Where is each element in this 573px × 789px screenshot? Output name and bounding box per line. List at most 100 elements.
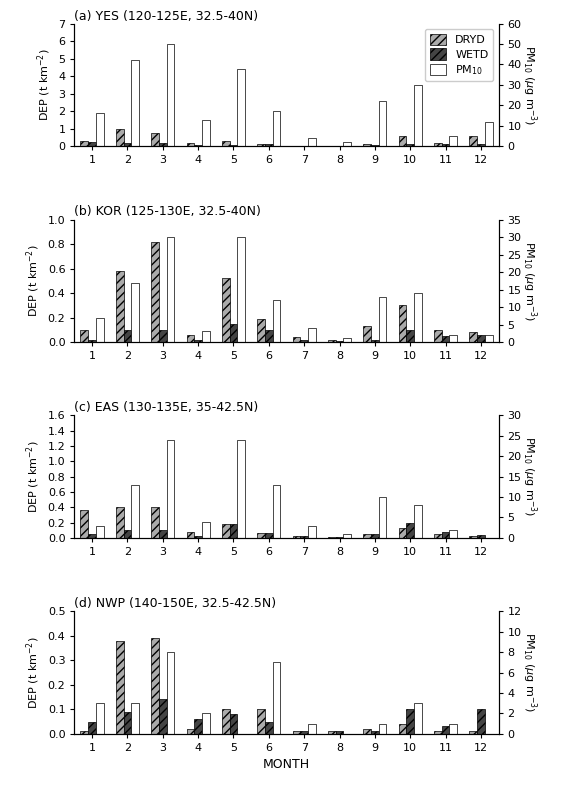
Bar bbox=[124, 530, 131, 538]
Bar bbox=[434, 731, 442, 734]
Bar bbox=[124, 712, 131, 734]
Bar bbox=[167, 237, 175, 342]
Bar bbox=[469, 731, 477, 734]
Bar bbox=[237, 69, 245, 146]
Bar bbox=[363, 326, 371, 342]
Bar bbox=[477, 144, 485, 146]
Y-axis label: PM$_{10}$ ($\mu$g m$^{-3}$): PM$_{10}$ ($\mu$g m$^{-3}$) bbox=[520, 436, 538, 517]
Bar bbox=[116, 507, 124, 538]
Bar bbox=[379, 101, 387, 146]
Bar bbox=[449, 335, 457, 342]
Bar bbox=[186, 532, 194, 538]
Bar bbox=[194, 536, 202, 538]
Bar bbox=[80, 510, 88, 538]
Bar bbox=[202, 713, 210, 734]
Bar bbox=[469, 536, 477, 538]
Text: (c) EAS (130-135E, 35-42.5N): (c) EAS (130-135E, 35-42.5N) bbox=[74, 402, 259, 414]
Bar bbox=[151, 507, 159, 538]
Bar bbox=[222, 709, 230, 734]
Bar bbox=[414, 85, 422, 146]
Bar bbox=[300, 537, 308, 538]
Bar bbox=[485, 335, 493, 342]
Bar bbox=[151, 133, 159, 146]
Bar bbox=[434, 534, 442, 538]
Bar bbox=[124, 330, 131, 342]
Bar bbox=[194, 719, 202, 734]
Text: (a) YES (120-125E, 32.5-40N): (a) YES (120-125E, 32.5-40N) bbox=[74, 9, 258, 23]
Bar bbox=[80, 141, 88, 146]
Y-axis label: DEP (t km$^{-2}$): DEP (t km$^{-2}$) bbox=[35, 49, 53, 122]
Bar bbox=[265, 533, 273, 538]
Bar bbox=[222, 141, 230, 146]
Bar bbox=[237, 237, 245, 342]
Bar bbox=[265, 330, 273, 342]
Bar bbox=[131, 282, 139, 342]
Bar bbox=[159, 700, 167, 734]
Bar bbox=[273, 111, 281, 146]
Bar bbox=[230, 323, 237, 342]
Bar bbox=[363, 144, 371, 146]
Bar bbox=[398, 305, 406, 342]
Y-axis label: DEP (t km$^{-2}$): DEP (t km$^{-2}$) bbox=[25, 636, 42, 709]
Bar bbox=[167, 44, 175, 146]
Bar bbox=[398, 724, 406, 734]
Y-axis label: DEP (t km$^{-2}$): DEP (t km$^{-2}$) bbox=[25, 440, 42, 513]
Bar bbox=[80, 330, 88, 342]
Bar bbox=[406, 709, 414, 734]
Bar bbox=[116, 641, 124, 734]
Bar bbox=[449, 529, 457, 538]
Bar bbox=[292, 536, 300, 538]
Y-axis label: PM$_{10}$ ($\mu$g m$^{-3}$): PM$_{10}$ ($\mu$g m$^{-3}$) bbox=[520, 45, 538, 125]
Bar bbox=[300, 339, 308, 342]
Bar bbox=[328, 339, 336, 342]
Bar bbox=[449, 136, 457, 146]
Bar bbox=[88, 339, 96, 342]
Y-axis label: PM$_{10}$ ($\mu$g m$^{-3}$): PM$_{10}$ ($\mu$g m$^{-3}$) bbox=[520, 633, 538, 712]
Text: (b) KOR (125-130E, 32.5-40N): (b) KOR (125-130E, 32.5-40N) bbox=[74, 205, 261, 219]
Bar bbox=[469, 332, 477, 342]
Bar bbox=[328, 731, 336, 734]
Bar bbox=[371, 145, 379, 146]
Bar bbox=[485, 122, 493, 146]
Bar bbox=[151, 638, 159, 734]
Bar bbox=[116, 129, 124, 146]
Bar bbox=[414, 505, 422, 538]
Bar bbox=[167, 440, 175, 538]
Bar bbox=[194, 145, 202, 146]
Bar bbox=[343, 338, 351, 342]
Bar bbox=[151, 241, 159, 342]
Bar bbox=[88, 142, 96, 146]
Bar bbox=[398, 136, 406, 146]
Bar bbox=[96, 703, 104, 734]
Bar bbox=[96, 525, 104, 538]
Bar bbox=[273, 484, 281, 538]
Bar bbox=[371, 731, 379, 734]
Bar bbox=[371, 534, 379, 538]
Bar bbox=[308, 138, 316, 146]
Bar bbox=[406, 330, 414, 342]
Bar bbox=[477, 335, 485, 342]
Bar bbox=[442, 532, 449, 538]
Bar bbox=[230, 714, 237, 734]
Bar bbox=[308, 328, 316, 342]
Bar bbox=[434, 330, 442, 342]
Bar bbox=[343, 142, 351, 146]
Bar bbox=[230, 524, 237, 538]
Bar bbox=[159, 530, 167, 538]
Bar bbox=[131, 484, 139, 538]
Bar bbox=[414, 293, 422, 342]
Bar bbox=[308, 724, 316, 734]
Bar bbox=[186, 335, 194, 342]
Bar bbox=[363, 729, 371, 734]
Bar bbox=[449, 724, 457, 734]
Bar bbox=[477, 535, 485, 538]
Bar bbox=[159, 143, 167, 146]
Bar bbox=[406, 144, 414, 146]
Bar bbox=[414, 703, 422, 734]
Bar bbox=[273, 662, 281, 734]
Bar bbox=[434, 143, 442, 146]
Bar bbox=[167, 653, 175, 734]
Bar bbox=[477, 709, 485, 734]
X-axis label: MONTH: MONTH bbox=[263, 758, 310, 772]
Bar bbox=[363, 534, 371, 538]
